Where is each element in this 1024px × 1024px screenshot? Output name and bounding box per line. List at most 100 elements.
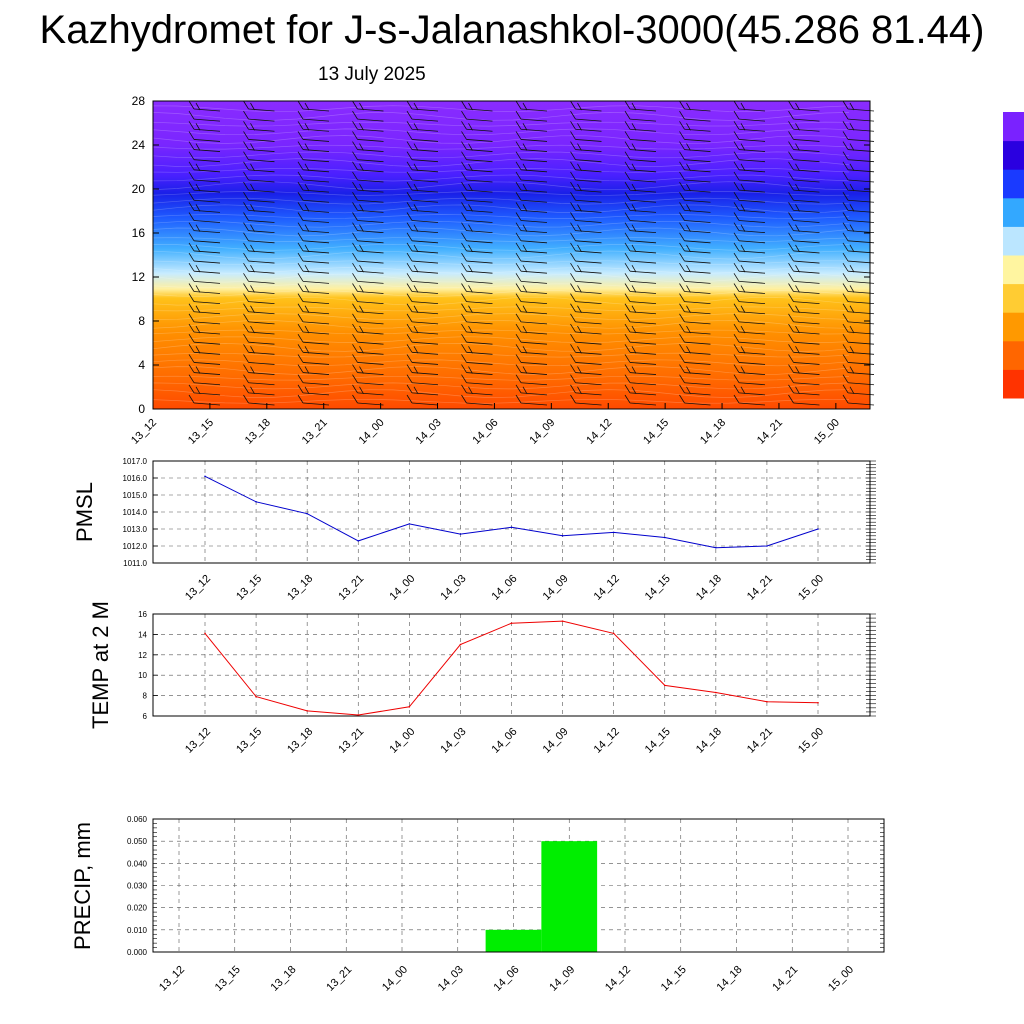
wind-barb-flag xyxy=(570,121,576,130)
wind-barb-flag xyxy=(740,102,746,111)
wind-barb-flag xyxy=(795,386,800,395)
y-tick-label: 1017.0 xyxy=(123,457,148,466)
wind-barb-flag xyxy=(188,333,195,343)
wind-barb-flag xyxy=(679,354,685,363)
wind-barb xyxy=(302,301,330,305)
wind-barb-flag xyxy=(733,273,740,282)
colorbar-swatch xyxy=(1003,140,1024,170)
wind-barb-flag xyxy=(624,273,631,282)
wind-barb-flag xyxy=(577,285,582,293)
contour-line xyxy=(152,296,850,306)
wind-barb-flag xyxy=(624,161,631,171)
x-tick-label: 14_06 xyxy=(492,964,522,994)
wind-barb xyxy=(302,189,330,193)
wind-barb-flag xyxy=(406,262,413,272)
x-tick-label: 14_15 xyxy=(643,726,673,756)
wind-barb-flag xyxy=(515,252,522,262)
contour-line xyxy=(152,366,850,375)
wind-barb-flag xyxy=(570,252,576,262)
wind-barb xyxy=(357,108,384,112)
wind-barb xyxy=(684,139,711,142)
wind-barb-flag xyxy=(413,325,419,334)
wind-barb-flag xyxy=(577,325,582,334)
contour-line xyxy=(152,375,850,381)
wind-barb-flag xyxy=(577,163,582,172)
wind-barb xyxy=(738,128,766,132)
wind-barb-flag xyxy=(243,344,249,353)
wind-barb-flag xyxy=(686,102,691,111)
wind-barb-flag xyxy=(522,123,528,131)
wind-barb-flag xyxy=(413,366,419,374)
wind-barb-flag xyxy=(788,313,794,323)
wind-barb xyxy=(302,311,330,315)
wind-barb-flag xyxy=(461,303,467,312)
wind-barb xyxy=(193,351,221,355)
wind-barb-flag xyxy=(788,121,794,130)
wind-barb xyxy=(520,220,548,223)
wind-barb-flag xyxy=(413,183,419,192)
wind-barb-flag xyxy=(849,123,855,131)
wind-barb xyxy=(738,372,766,375)
wind-barb xyxy=(520,382,548,386)
wind-barb-flag xyxy=(468,163,473,172)
wind-barb-flag xyxy=(515,283,522,292)
wind-barb xyxy=(575,392,602,396)
wind-barb-flag xyxy=(188,192,195,201)
wind-barb-flag xyxy=(624,283,631,292)
wind-barb-flag xyxy=(352,212,358,221)
wind-barb-flag xyxy=(679,161,685,171)
wind-barb xyxy=(357,209,384,213)
wind-barb-flag xyxy=(243,323,249,333)
wind-barb-flag xyxy=(849,346,855,354)
wind-barb xyxy=(302,372,330,375)
x-tick-label: 14_06 xyxy=(490,726,520,756)
x-tick-label: 13_21 xyxy=(300,417,330,447)
wind-barb-flag xyxy=(413,265,419,273)
wind-barb-flag xyxy=(679,313,685,323)
x-tick-label: 14_00 xyxy=(357,417,387,447)
wind-barb-flag xyxy=(468,224,473,232)
wind-barb-flag xyxy=(570,394,576,404)
wind-barb-flag xyxy=(188,171,195,181)
wind-barb-flag xyxy=(406,242,413,252)
wind-barb xyxy=(629,128,657,132)
wind-barb-flag xyxy=(359,285,364,293)
wind-barb-flag xyxy=(195,305,201,313)
wind-barb-flag xyxy=(624,344,631,353)
wind-barb xyxy=(248,209,275,213)
wind-barb-flag xyxy=(624,222,631,231)
wind-barb-flag xyxy=(624,303,631,312)
wind-barb-flag xyxy=(195,244,201,253)
x-tick-label: 14_03 xyxy=(438,726,468,756)
x-tick-label: 13_18 xyxy=(285,726,315,756)
wind-barb-flag xyxy=(577,123,582,131)
wind-barb-flag xyxy=(631,265,637,273)
wind-barb-flag xyxy=(243,273,249,282)
wind-barb xyxy=(629,311,657,315)
wind-barb xyxy=(193,108,221,112)
wind-barb-flag xyxy=(352,171,358,181)
wind-barb-flag xyxy=(733,131,740,140)
wind-barb xyxy=(466,118,493,122)
wind-barb xyxy=(302,159,330,163)
wind-barb-flag xyxy=(297,171,304,181)
wind-barb-flag xyxy=(686,204,691,212)
wind-barb xyxy=(684,392,711,396)
wind-barb-flag xyxy=(570,141,576,150)
wind-barb xyxy=(793,270,820,274)
wind-barb-flag xyxy=(461,323,467,333)
wind-barb-flag xyxy=(359,204,364,212)
wind-barb xyxy=(302,331,330,335)
wind-barb xyxy=(684,341,711,345)
wind-barb-flag xyxy=(297,344,304,353)
wind-barb-flag xyxy=(413,346,419,354)
wind-barb-flag xyxy=(788,232,794,242)
wind-barb xyxy=(411,280,439,284)
wind-barb xyxy=(520,331,548,335)
wind-barb-flag xyxy=(733,313,740,323)
wind-barb-flag xyxy=(515,161,522,171)
wind-barb xyxy=(738,260,766,264)
wind-barb-flag xyxy=(195,224,201,232)
wind-barb-flag xyxy=(243,303,249,312)
wind-barb-flag xyxy=(577,386,582,395)
